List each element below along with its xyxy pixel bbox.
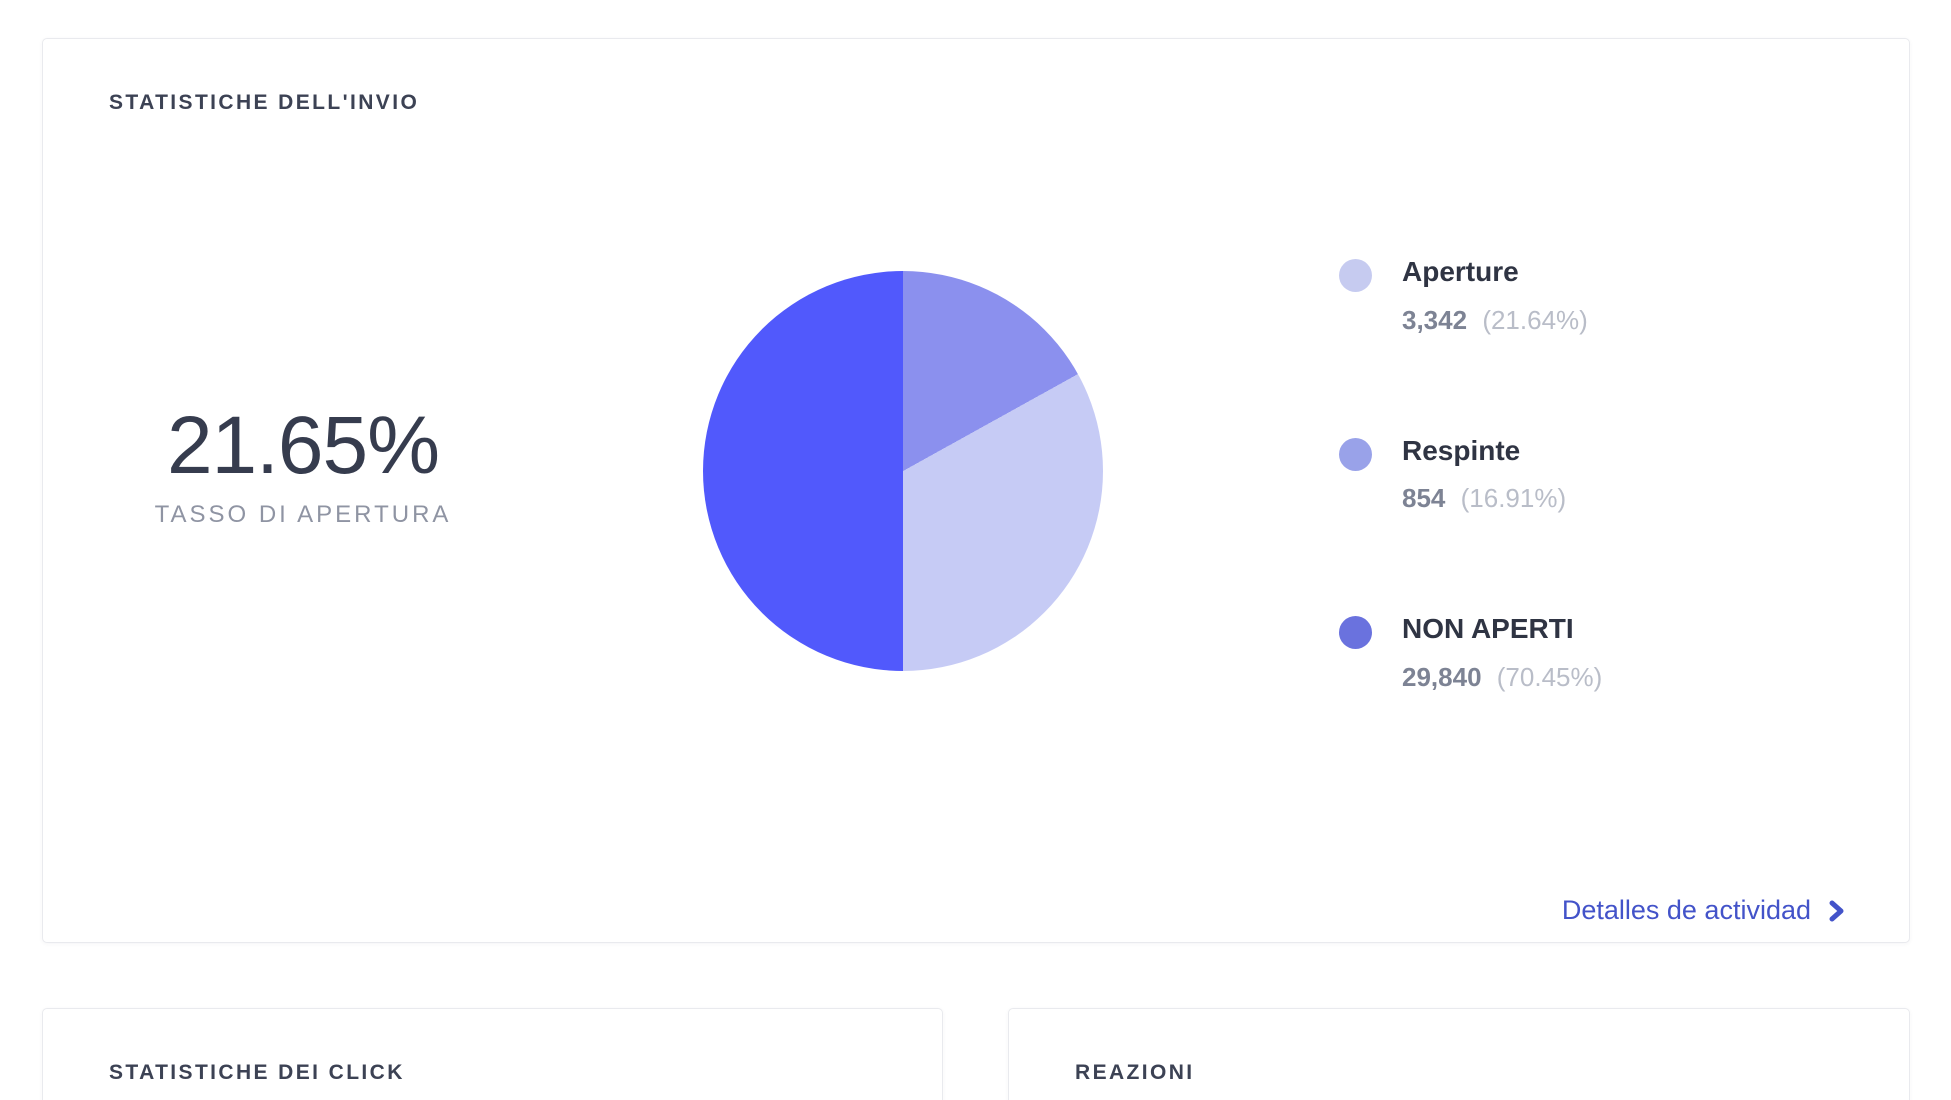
open-rate-stat: 21.65% TASSO DI APERTURA (113, 400, 493, 529)
legend-value-respinte: 854 (16.91%) (1402, 483, 1566, 514)
legend-label-aperture: Aperture (1402, 256, 1519, 287)
legend-percent-non-aperti: (70.45%) (1496, 661, 1603, 692)
legend-dot-aperture (1339, 259, 1372, 292)
reactions-card: REAZIONI (1008, 1008, 1910, 1100)
legend-value-non-aperti: 29,840 (70.45%) (1402, 662, 1602, 693)
legend-dot-respinte (1339, 437, 1372, 471)
pie-chart (703, 271, 1103, 671)
open-rate-value: 21.65% (166, 400, 440, 491)
legend-percent-respinte: (16.91%) (1460, 483, 1567, 514)
open-rate-label: TASSO DI APERTURA (154, 501, 452, 529)
click-stats-title: STATISTICHE DEI CLICK (109, 1061, 405, 1084)
legend-value-aperture: 3,342 (21.64%) (1402, 305, 1588, 336)
legend-item-respinte: Respinte 854 (16.91%) (1339, 434, 1602, 515)
legend-item-aperture: Aperture 3,342 (21.64%) (1339, 255, 1602, 336)
pie-legend: Aperture 3,342 (21.64%) Respinte 854 (16… (1339, 255, 1602, 791)
reactions-title: REAZIONI (1075, 1061, 1195, 1084)
activity-details-link[interactable]: Detalles de actividad (1562, 895, 1847, 926)
legend-count-respinte: 854 (1402, 483, 1446, 514)
send-stats-card: STATISTICHE DELL'INVIO 21.65% TASSO DI A… (42, 38, 1910, 943)
legend-item-non-aperti: NON APERTI 29,840 (70.45%) (1339, 612, 1602, 693)
send-stats-title: STATISTICHE DELL'INVIO (109, 91, 420, 114)
chevron-right-icon (1829, 900, 1844, 921)
legend-label-non-aperti: NON APERTI (1402, 613, 1574, 645)
legend-label-respinte: Respinte (1402, 434, 1521, 466)
legend-count-aperture: 3,342 (1402, 304, 1468, 335)
legend-percent-aperture: (21.64%) (1482, 304, 1588, 335)
legend-dot-non-aperti (1339, 616, 1372, 650)
legend-count-non-aperti: 29,840 (1402, 661, 1482, 692)
activity-details-link-label: Detalles de actividad (1561, 895, 1811, 925)
click-stats-card: STATISTICHE DEI CLICK (42, 1008, 943, 1100)
